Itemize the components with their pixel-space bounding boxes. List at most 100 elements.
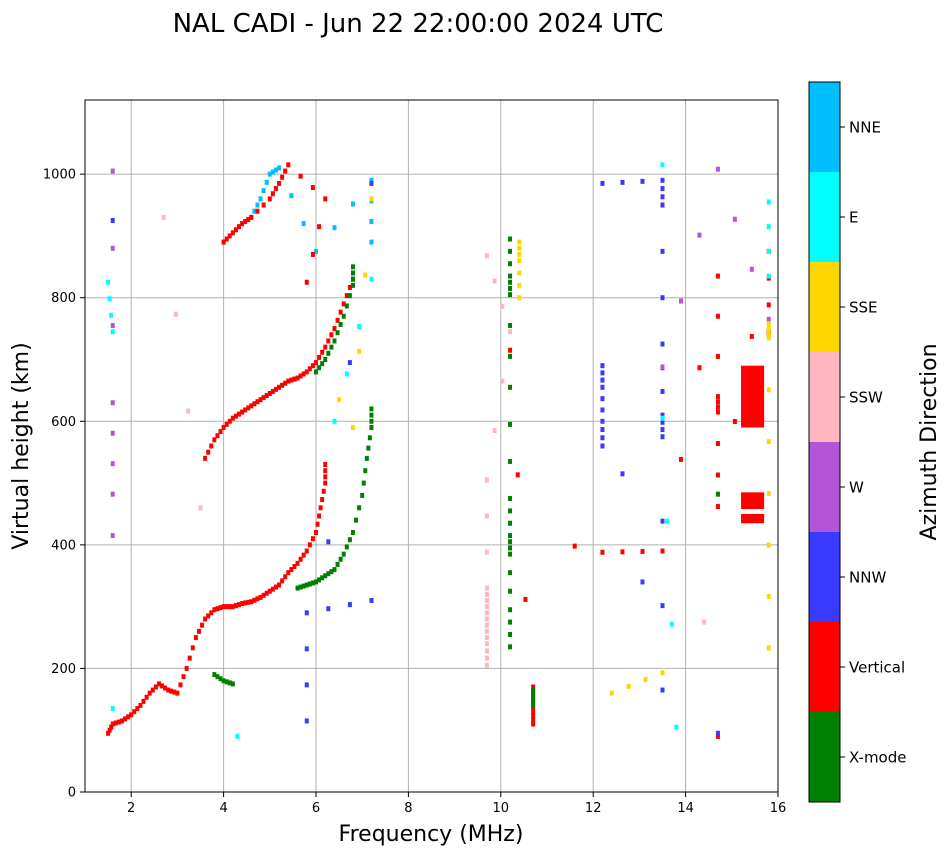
echo-point: [286, 162, 291, 168]
colorbar-segment-sse: [809, 262, 840, 352]
echo-point: [600, 435, 605, 441]
echo-point: [531, 703, 536, 708]
echo-point: [255, 596, 260, 602]
echo-point: [508, 236, 513, 242]
echo-point: [135, 706, 140, 712]
echo-point: [531, 709, 536, 715]
echo-point: [609, 690, 614, 696]
echo-point: [270, 191, 275, 197]
echo-point: [678, 298, 683, 304]
echo-point: [277, 165, 282, 171]
echo-point: [295, 375, 300, 381]
echo-point: [304, 682, 309, 688]
echo-point: [224, 421, 229, 427]
echo-point: [766, 335, 771, 341]
echo-point: [289, 377, 294, 383]
echo-point: [660, 427, 665, 433]
echo-point: [332, 225, 337, 231]
echo-point: [660, 419, 665, 425]
echo-point: [508, 644, 513, 650]
echo-point: [508, 545, 513, 551]
echo-point: [484, 641, 489, 647]
echo-point: [531, 692, 536, 698]
echo-point: [280, 174, 285, 180]
echo-point: [233, 413, 238, 419]
echo-point: [326, 539, 331, 545]
echo-point: [326, 338, 331, 344]
echo-point: [141, 698, 146, 704]
echo-point: [246, 599, 251, 605]
echo-block: [741, 492, 765, 510]
x-tick-label: 16: [770, 801, 787, 816]
echo-point: [252, 208, 257, 214]
echo-point: [289, 193, 294, 199]
colorbar-tick-label: SSW: [849, 389, 883, 407]
echo-point: [620, 179, 625, 185]
echo-point: [337, 397, 342, 403]
echo-point: [320, 575, 325, 581]
echo-point: [240, 409, 245, 415]
echo-point: [298, 584, 303, 590]
echo-point: [715, 313, 720, 319]
echo-point: [484, 648, 489, 654]
echo-point: [508, 279, 513, 285]
colorbar: X-mode Vertical NNW W SSW SSE E NNE: [808, 81, 906, 803]
echo-point: [766, 224, 771, 230]
echo-point: [715, 166, 720, 172]
echo-point: [341, 301, 346, 307]
echo-point: [230, 230, 235, 236]
echo-point: [332, 338, 337, 344]
echo-point: [252, 597, 257, 603]
echo-point: [660, 341, 665, 347]
echo-point: [697, 232, 702, 238]
echo-point: [156, 681, 161, 687]
echo-point: [367, 435, 372, 441]
echo-point: [258, 196, 263, 202]
echo-point: [138, 703, 143, 708]
echo-point: [660, 162, 665, 168]
echo-point: [660, 202, 665, 208]
echo-point: [249, 214, 254, 220]
echo-point: [508, 323, 513, 329]
colorbar-tick-label: X-mode: [849, 749, 906, 767]
y-tick-label: 200: [51, 662, 76, 677]
echo-point: [243, 407, 248, 413]
echo-point: [660, 434, 665, 440]
echo-point: [350, 530, 355, 535]
echo-point: [255, 399, 260, 405]
echo-point: [341, 313, 346, 319]
echo-point: [310, 185, 315, 191]
echo-point: [323, 468, 328, 474]
echo-point: [147, 690, 152, 696]
echo-point: [295, 585, 300, 591]
echo-point: [277, 384, 282, 390]
echo-block: [741, 513, 765, 524]
echo-point: [116, 719, 121, 725]
echo-point: [243, 600, 248, 606]
echo-point: [317, 513, 322, 519]
echo-point: [344, 544, 349, 550]
echo-point: [304, 369, 309, 375]
echo-point: [314, 360, 318, 366]
echo-point: [273, 584, 278, 590]
echo-point: [280, 382, 285, 388]
echo-point: [221, 424, 226, 430]
colorbar-segment-w: [809, 442, 840, 532]
echo-point: [261, 592, 266, 598]
x-tick-label: 4: [219, 801, 227, 816]
echo-point: [332, 567, 337, 573]
echo-point: [508, 619, 513, 625]
echo-point: [660, 186, 665, 192]
echo-point: [298, 556, 303, 562]
echo-point: [203, 455, 208, 461]
echo-point: [674, 724, 679, 730]
echo-point: [640, 548, 645, 554]
echo-point: [267, 196, 272, 202]
echo-point: [264, 179, 269, 185]
echo-point: [766, 491, 771, 497]
echo-point: [298, 373, 303, 379]
echo-point: [660, 295, 665, 301]
echo-point: [508, 570, 513, 576]
echo-point: [227, 233, 232, 239]
echo-point: [363, 468, 368, 474]
